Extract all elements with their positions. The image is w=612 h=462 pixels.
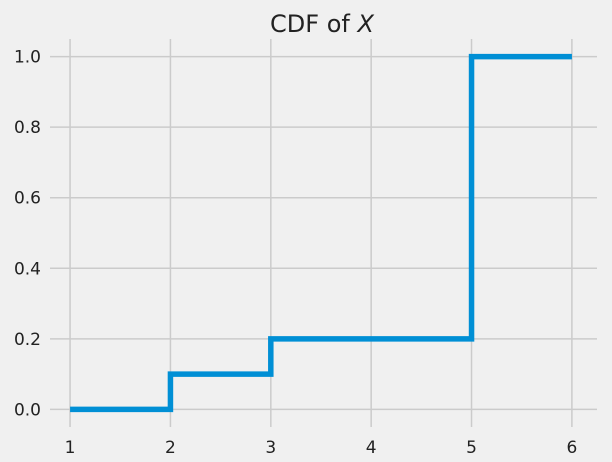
chart-title-variable: X xyxy=(355,10,374,38)
y-tick-label-5: 1.0 xyxy=(14,48,41,68)
y-tick-label-1: 0.2 xyxy=(14,330,41,350)
x-tick-label-0: 1 xyxy=(65,438,76,458)
chart-title-text: CDF of xyxy=(270,10,357,38)
y-tick-label-2: 0.4 xyxy=(14,259,41,279)
y-tick-label-3: 0.6 xyxy=(14,189,41,209)
y-axis-ticks: 0.0 0.2 0.4 0.6 0.8 1.0 xyxy=(14,48,41,421)
x-tick-label-5: 6 xyxy=(566,438,577,458)
cdf-step-line-0 xyxy=(70,53,572,413)
x-tick-label-3: 4 xyxy=(366,438,377,458)
chart-title: CDF of X xyxy=(270,10,374,38)
x-tick-label-4: 5 xyxy=(466,438,477,458)
series-layer xyxy=(70,53,572,413)
y-tick-label-4: 0.8 xyxy=(14,118,41,138)
x-axis-ticks: 1 2 3 4 5 6 xyxy=(65,438,578,458)
y-tick-label-0: 0.0 xyxy=(14,400,41,420)
grid xyxy=(50,39,597,427)
x-tick-label-2: 3 xyxy=(265,438,276,458)
x-tick-label-1: 2 xyxy=(165,438,176,458)
